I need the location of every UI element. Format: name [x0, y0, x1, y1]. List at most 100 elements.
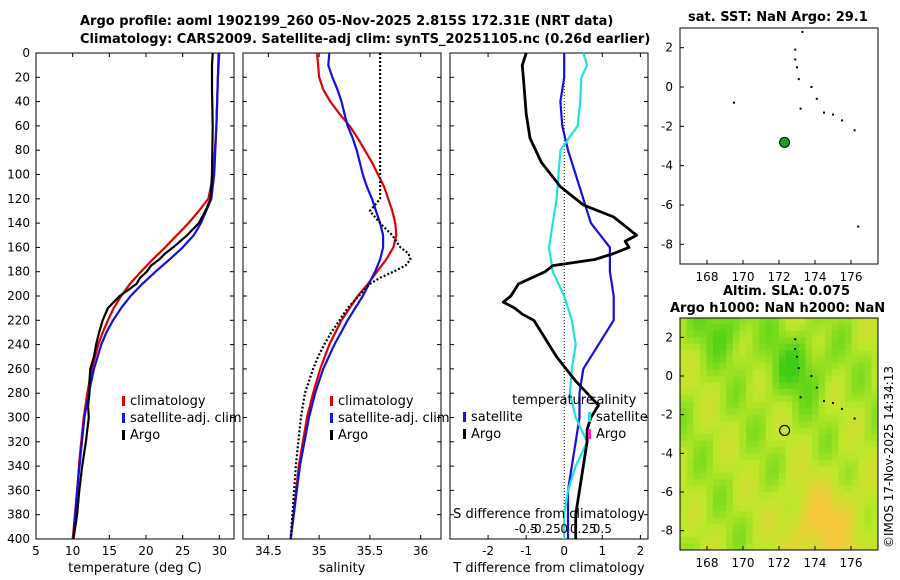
sla-heatmap-cell: [845, 504, 852, 512]
sla-heatmap-cell: [765, 376, 773, 383]
sla-heatmap-cell: [686, 504, 694, 512]
sla-heatmap-cell: [812, 459, 819, 467]
sla-heatmap-cell: [871, 421, 879, 428]
sla-heatmap-cell: [713, 376, 720, 383]
sla-heatmap-cell: [871, 408, 879, 416]
sla-heatmap-cell: [746, 324, 753, 332]
sla-heatmap-cell: [805, 369, 813, 377]
depth-tick-label: 280: [7, 386, 30, 400]
sla-heatmap-cell: [693, 388, 701, 396]
sla-heatmap-cell: [746, 363, 753, 370]
sla-heatmap-cell: [680, 459, 687, 467]
sla-heatmap-cell: [864, 401, 872, 409]
sla-heatmap-cell: [726, 466, 734, 474]
sla-heatmap-cell: [838, 459, 846, 467]
sla-heatmap-cell: [726, 395, 734, 403]
sla-heatmap-cell: [693, 330, 701, 338]
sla-heatmap-cell: [726, 543, 734, 551]
sla-heatmap-cell: [739, 504, 747, 512]
sla-heatmap-cell: [792, 517, 800, 525]
sla-heatmap-cell: [680, 485, 687, 493]
sla-heatmap-cell: [752, 356, 760, 364]
depth-tick-label: 220: [7, 313, 30, 327]
sla-heatmap-cell: [765, 459, 773, 467]
sla-heatmap-cell: [779, 459, 786, 467]
sla-heatmap-cell: [845, 318, 852, 325]
sla-heatmap-cell: [825, 324, 833, 332]
sla-heatmap-cell: [752, 524, 760, 532]
sst-island-dot: [801, 30, 804, 33]
sla-heatmap-cell: [864, 395, 872, 403]
sla-heatmap-cell: [805, 324, 813, 332]
sst-island-dot: [799, 107, 802, 110]
sla-heatmap-cell: [706, 363, 714, 370]
sla-heatmap-cell: [746, 453, 753, 461]
sla-heatmap-cell: [713, 388, 720, 396]
sla-heatmap-cell: [779, 324, 786, 332]
sla-heatmap-cell: [851, 453, 859, 461]
sla-heatmap-cell: [752, 427, 760, 435]
sla-heatmap-cell: [779, 434, 786, 441]
sla-heatmap-cell: [765, 401, 773, 409]
sla-heatmap-cell: [719, 330, 727, 338]
sla-heatmap-cell: [680, 434, 687, 441]
sla-heatmap-cell: [845, 376, 852, 383]
sla-heatmap-cell: [831, 498, 839, 506]
sla-heatmap-cell: [772, 356, 780, 364]
sla-heatmap-cell: [746, 485, 753, 493]
sla-heatmap-cell: [746, 421, 753, 428]
sla-heatmap-cell: [772, 318, 780, 325]
sla-heatmap-cell: [812, 517, 819, 525]
sla-island-dot: [832, 402, 834, 405]
sla-heatmap-cell: [792, 343, 800, 351]
sla-heatmap-cell: [858, 459, 866, 467]
sla-heatmap-cell: [739, 434, 747, 441]
sla-heatmap-cell: [779, 401, 786, 409]
sla-heatmap-cell: [686, 543, 694, 551]
sla-heatmap-cell: [858, 350, 866, 358]
sla-heatmap-cell: [772, 434, 780, 441]
sla-heatmap-cell: [706, 350, 714, 358]
sla-heatmap-cell: [732, 466, 740, 474]
sla-heatmap-cell: [759, 421, 767, 428]
sla-panel-title1: Altim. SLA: 0.075: [723, 284, 850, 299]
sla-heatmap-cell: [818, 504, 826, 512]
sla-heatmap-cell: [779, 472, 786, 480]
sla-heatmap-cell: [838, 337, 846, 345]
sla-heatmap-cell: [858, 395, 866, 403]
sla-heatmap-cell: [693, 440, 701, 448]
sla-heatmap-cell: [686, 434, 694, 441]
sla-heatmap-cell: [805, 446, 813, 454]
sla-heatmap-cell: [759, 498, 767, 506]
sla-heatmap-cell: [680, 401, 687, 409]
sla-heatmap-cell: [785, 440, 793, 448]
sla-heatmap-cell: [838, 343, 846, 351]
sla-heatmap-cell: [759, 356, 767, 364]
sla-heatmap-cell: [765, 434, 773, 441]
sla-heatmap-cell: [785, 524, 793, 532]
sla-heatmap-cell: [719, 343, 727, 351]
sla-heatmap-cell: [838, 479, 846, 486]
sla-heatmap-cell: [759, 324, 767, 332]
sla-heatmap-cell: [746, 524, 753, 532]
sla-heatmap-cell: [765, 511, 773, 519]
sla-heatmap-cell: [805, 479, 813, 486]
sla-heatmap-cell: [805, 472, 813, 480]
depth-tick-label: 160: [7, 240, 30, 254]
sla-heatmap-cell: [818, 330, 826, 338]
sla-heatmap-cell: [765, 337, 773, 345]
sla-heatmap-cell: [805, 337, 813, 345]
sla-heatmap-cell: [759, 318, 767, 325]
sla-heatmap-cell: [719, 421, 727, 428]
sla-heatmap-cell: [699, 401, 707, 409]
sla-heatmap-cell: [772, 440, 780, 448]
sla-heatmap-cell: [858, 318, 866, 325]
sla-heatmap-cell: [739, 350, 747, 358]
sla-heatmap-cell: [858, 408, 866, 416]
sla-heatmap-cell: [785, 337, 793, 345]
temperature-xtick-label: 30: [212, 544, 227, 558]
sla-heatmap-cell: [864, 498, 872, 506]
sla-heatmap-cell: [699, 376, 707, 383]
sla-heatmap-cell: [765, 414, 773, 422]
